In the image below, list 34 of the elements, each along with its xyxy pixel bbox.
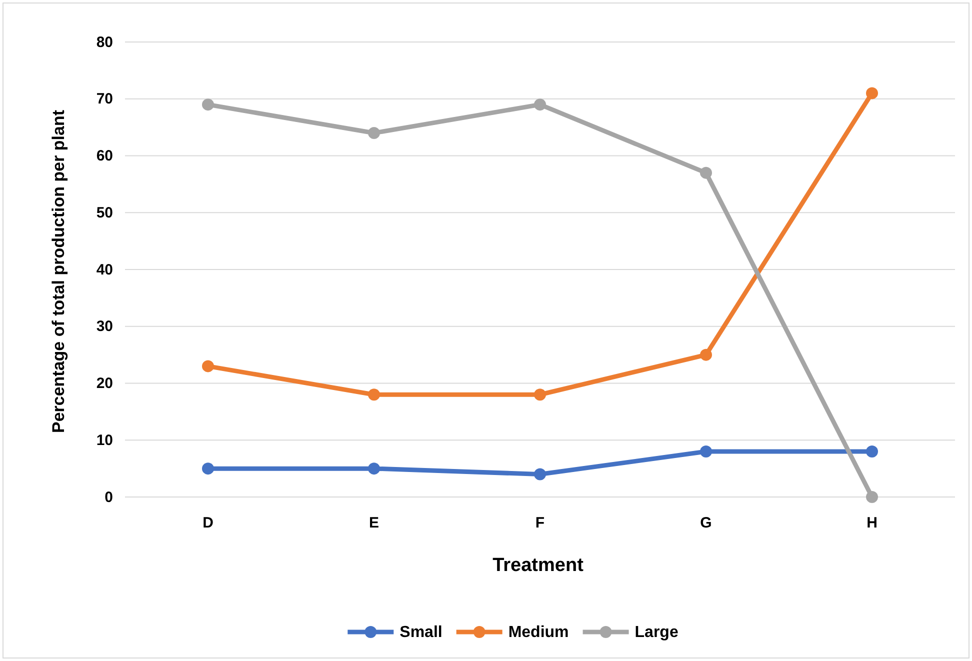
point	[202, 462, 214, 475]
point	[368, 127, 380, 139]
x-tick-label: H	[866, 514, 878, 532]
x-tick-label: G	[700, 514, 712, 532]
x-tick-label: F	[535, 514, 545, 532]
x-axis-title: Treatment	[492, 555, 584, 576]
point	[202, 360, 214, 372]
point	[700, 348, 712, 361]
y-tick-label: 20	[96, 375, 113, 392]
y-tick-label: 0	[104, 488, 113, 506]
legend-label: Small	[400, 624, 442, 641]
point	[534, 98, 546, 111]
legend-label: Medium	[508, 624, 569, 641]
y-tick-label: 10	[96, 432, 113, 449]
point	[866, 446, 878, 458]
legend-label: Large	[634, 624, 678, 641]
y-tick-label: 50	[96, 204, 113, 222]
y-tick-label: 40	[96, 261, 113, 278]
point	[700, 446, 712, 458]
point	[866, 491, 878, 503]
y-axis-title: Percentage of total production per plant	[49, 110, 68, 434]
x-tick-label: D	[202, 514, 214, 532]
y-tick-label: 30	[96, 318, 113, 336]
y-tick-label: 80	[96, 34, 113, 51]
y-tick-label: 60	[96, 148, 113, 165]
point	[866, 87, 878, 100]
point	[368, 462, 380, 475]
point	[534, 468, 546, 480]
point	[700, 166, 712, 179]
point	[534, 388, 546, 401]
point	[368, 388, 380, 401]
x-tick-label: E	[368, 514, 380, 532]
y-tick-label: 70	[96, 90, 113, 108]
point	[202, 98, 214, 111]
